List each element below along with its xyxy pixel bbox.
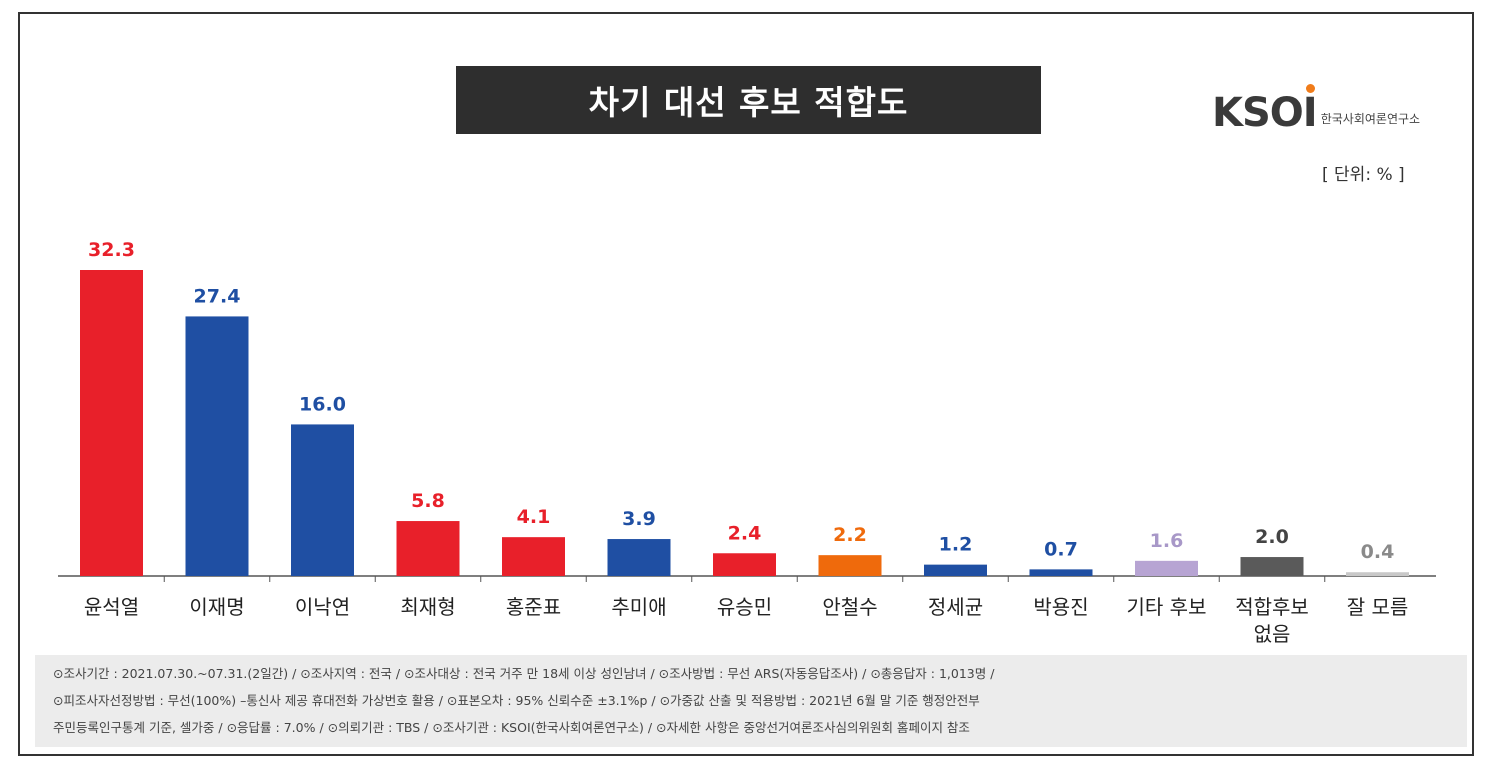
category-label: 박용진 xyxy=(1033,595,1088,619)
data-label: 1.2 xyxy=(939,534,973,556)
chart-frame xyxy=(18,12,1474,756)
chart-title: 차기 대선 후보 적합도 xyxy=(456,66,1041,134)
bar xyxy=(185,316,249,576)
bar xyxy=(291,424,354,576)
category-label: 안철수 xyxy=(822,595,877,619)
bar xyxy=(1135,560,1198,576)
survey-footnote: ⊙조사기간 : 2021.07.30.~07.31.(2일간) / ⊙조사지역 … xyxy=(35,655,1467,747)
logo-subtitle: 한국사회여론연구소 xyxy=(1320,111,1421,126)
data-label: 0.4 xyxy=(1361,541,1395,563)
category-label: 최재형 xyxy=(400,595,455,619)
bar xyxy=(502,537,565,576)
data-label: 5.8 xyxy=(411,490,445,512)
category-label: 추미애 xyxy=(611,595,666,619)
data-label: 2.0 xyxy=(1255,526,1289,548)
logo-mark: KSOI xyxy=(1212,84,1318,136)
bar xyxy=(818,555,882,576)
data-label: 0.7 xyxy=(1044,538,1078,560)
bar xyxy=(1240,557,1304,576)
data-label: 3.9 xyxy=(622,508,656,530)
data-label: 2.4 xyxy=(728,522,762,544)
category-label: 정세균 xyxy=(928,595,983,619)
unit-label: [ 단위: % ] xyxy=(1322,165,1405,185)
footnote-line-2: ⊙피조사자선정방법 : 무선(100%) –통신사 제공 휴대전화 가상번호 활… xyxy=(53,693,980,708)
category-label: 윤석열 xyxy=(84,595,139,619)
footnote-line-1: ⊙조사기간 : 2021.07.30.~07.31.(2일간) / ⊙조사지역 … xyxy=(53,666,995,681)
logo-accent-dot xyxy=(1305,84,1315,93)
data-label: 16.0 xyxy=(299,393,346,415)
footnote-line-3: 주민등록인구통계 기준, 셀가중 / ⊙응답률 : 7.0% / ⊙의뢰기관 :… xyxy=(53,720,970,735)
bar xyxy=(1029,569,1093,576)
data-label: 27.4 xyxy=(194,285,241,307)
bar xyxy=(924,564,987,576)
bar-chart: 32.3 윤석열 27.4 이재명 16.0 이낙연 5.8 최재형 4.1 홍준표 3.9 추미애 2… xyxy=(58,239,1436,646)
bar xyxy=(80,270,143,576)
bar xyxy=(396,521,460,576)
category-label: 이낙연 xyxy=(295,595,350,619)
ksoi-logo: KSOI 한국사회여론연구소 xyxy=(1212,84,1421,136)
data-label: 32.3 xyxy=(88,239,135,261)
category-label: 기타 후보 xyxy=(1127,595,1207,619)
category-label: 잘 모름 xyxy=(1347,595,1409,619)
category-label: 유승민 xyxy=(717,595,772,619)
bar xyxy=(1346,572,1409,576)
category-label: 홍준표 xyxy=(506,595,561,619)
category-label: 이재명 xyxy=(189,595,244,619)
category-label: 없음 xyxy=(1254,622,1291,646)
category-label: 적합후보 xyxy=(1235,595,1309,619)
data-label: 2.2 xyxy=(833,524,867,546)
data-label: 4.1 xyxy=(517,506,551,528)
bar xyxy=(607,539,671,576)
data-label: 1.6 xyxy=(1150,530,1184,552)
bar xyxy=(713,553,776,576)
